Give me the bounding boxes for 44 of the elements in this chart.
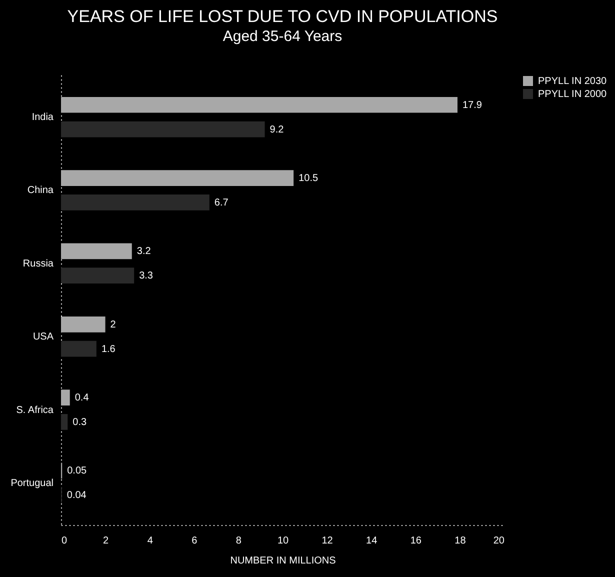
data-label: 6.7 xyxy=(214,197,229,208)
chart-subtitle: Aged 35-64 Years xyxy=(222,28,342,45)
x-tick-label: 20 xyxy=(493,536,505,546)
data-label: 1.6 xyxy=(101,344,116,355)
data-label: 0.3 xyxy=(72,416,87,428)
data-label: 0.05 xyxy=(67,466,88,477)
bar xyxy=(61,316,106,332)
y-tick-label: Portugual xyxy=(10,478,54,489)
bar xyxy=(61,170,294,186)
bar xyxy=(61,243,132,260)
x-tick-label: 16 xyxy=(410,536,422,546)
x-tick-label: 14 xyxy=(366,536,378,546)
data-label: 17.9 xyxy=(462,100,482,111)
bar xyxy=(61,194,210,210)
data-label: 0.04 xyxy=(66,490,87,502)
y-tick-label: China xyxy=(27,185,54,196)
y-tick-label: Russia xyxy=(22,258,54,270)
bar xyxy=(61,96,458,113)
data-label: 2 xyxy=(110,319,116,330)
x-tick-label: 8 xyxy=(236,536,242,546)
bar xyxy=(61,121,265,138)
x-tick-label: 4 xyxy=(147,536,154,546)
x-tick-label: 18 xyxy=(454,536,466,546)
data-label: 0.4 xyxy=(74,392,90,404)
x-tick-label: 2 xyxy=(103,536,110,546)
x-tick-label: 6 xyxy=(192,536,198,546)
bar xyxy=(61,268,134,284)
chart-title: YEARS OF LIFE LOST DUE TO CVD IN POPULATIONS xyxy=(67,7,498,26)
y-tick-label: India xyxy=(32,112,54,124)
data-label: 9.2 xyxy=(270,124,284,136)
x-tick-label: 0 xyxy=(62,536,68,546)
x-tick-label: 12 xyxy=(322,536,334,546)
y-tick-label: S. Africa xyxy=(16,404,54,416)
legend-label: PPYLL IN 2000 xyxy=(538,89,608,100)
bar xyxy=(61,340,96,357)
legend-label: PPYLL IN 2030 xyxy=(538,76,608,87)
x-tick-label: 10 xyxy=(277,536,289,546)
bar xyxy=(61,390,70,406)
y-tick-label: USA xyxy=(32,332,54,343)
x-axis-title: NUMBER IN MILLIONS xyxy=(230,556,336,566)
data-label: 3.2 xyxy=(136,246,152,258)
bar xyxy=(61,414,68,430)
data-label: 10.5 xyxy=(298,173,318,184)
data-label: 3.3 xyxy=(139,270,154,282)
